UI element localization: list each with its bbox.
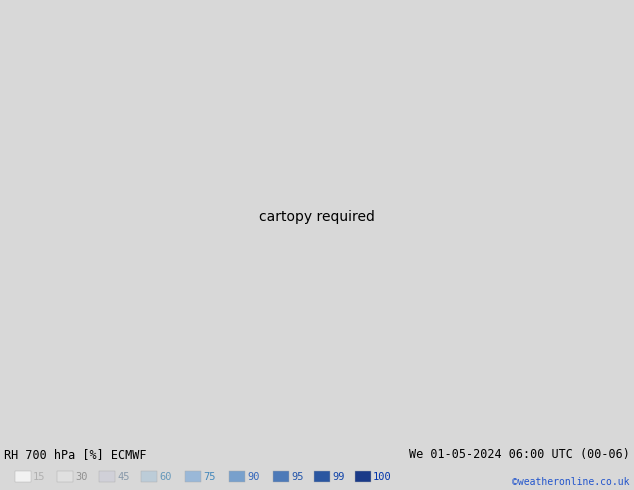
Text: 95: 95 <box>291 472 304 482</box>
Text: cartopy required: cartopy required <box>259 210 375 224</box>
Bar <box>15 471 31 482</box>
Bar <box>99 471 115 482</box>
Bar <box>355 471 371 482</box>
Text: 60: 60 <box>159 472 172 482</box>
Bar <box>57 471 73 482</box>
Text: 15: 15 <box>33 472 46 482</box>
Text: 100: 100 <box>373 472 392 482</box>
Text: RH 700 hPa [%] ECMWF: RH 700 hPa [%] ECMWF <box>4 448 146 461</box>
Text: 99: 99 <box>332 472 344 482</box>
Text: 90: 90 <box>247 472 259 482</box>
Bar <box>141 471 157 482</box>
Bar <box>314 471 330 482</box>
Text: We 01-05-2024 06:00 UTC (00-06): We 01-05-2024 06:00 UTC (00-06) <box>409 448 630 461</box>
Bar <box>273 471 289 482</box>
Text: 75: 75 <box>203 472 216 482</box>
Text: 45: 45 <box>117 472 129 482</box>
Text: 30: 30 <box>75 472 87 482</box>
Bar <box>229 471 245 482</box>
Bar <box>185 471 201 482</box>
Text: ©weatheronline.co.uk: ©weatheronline.co.uk <box>512 477 630 487</box>
